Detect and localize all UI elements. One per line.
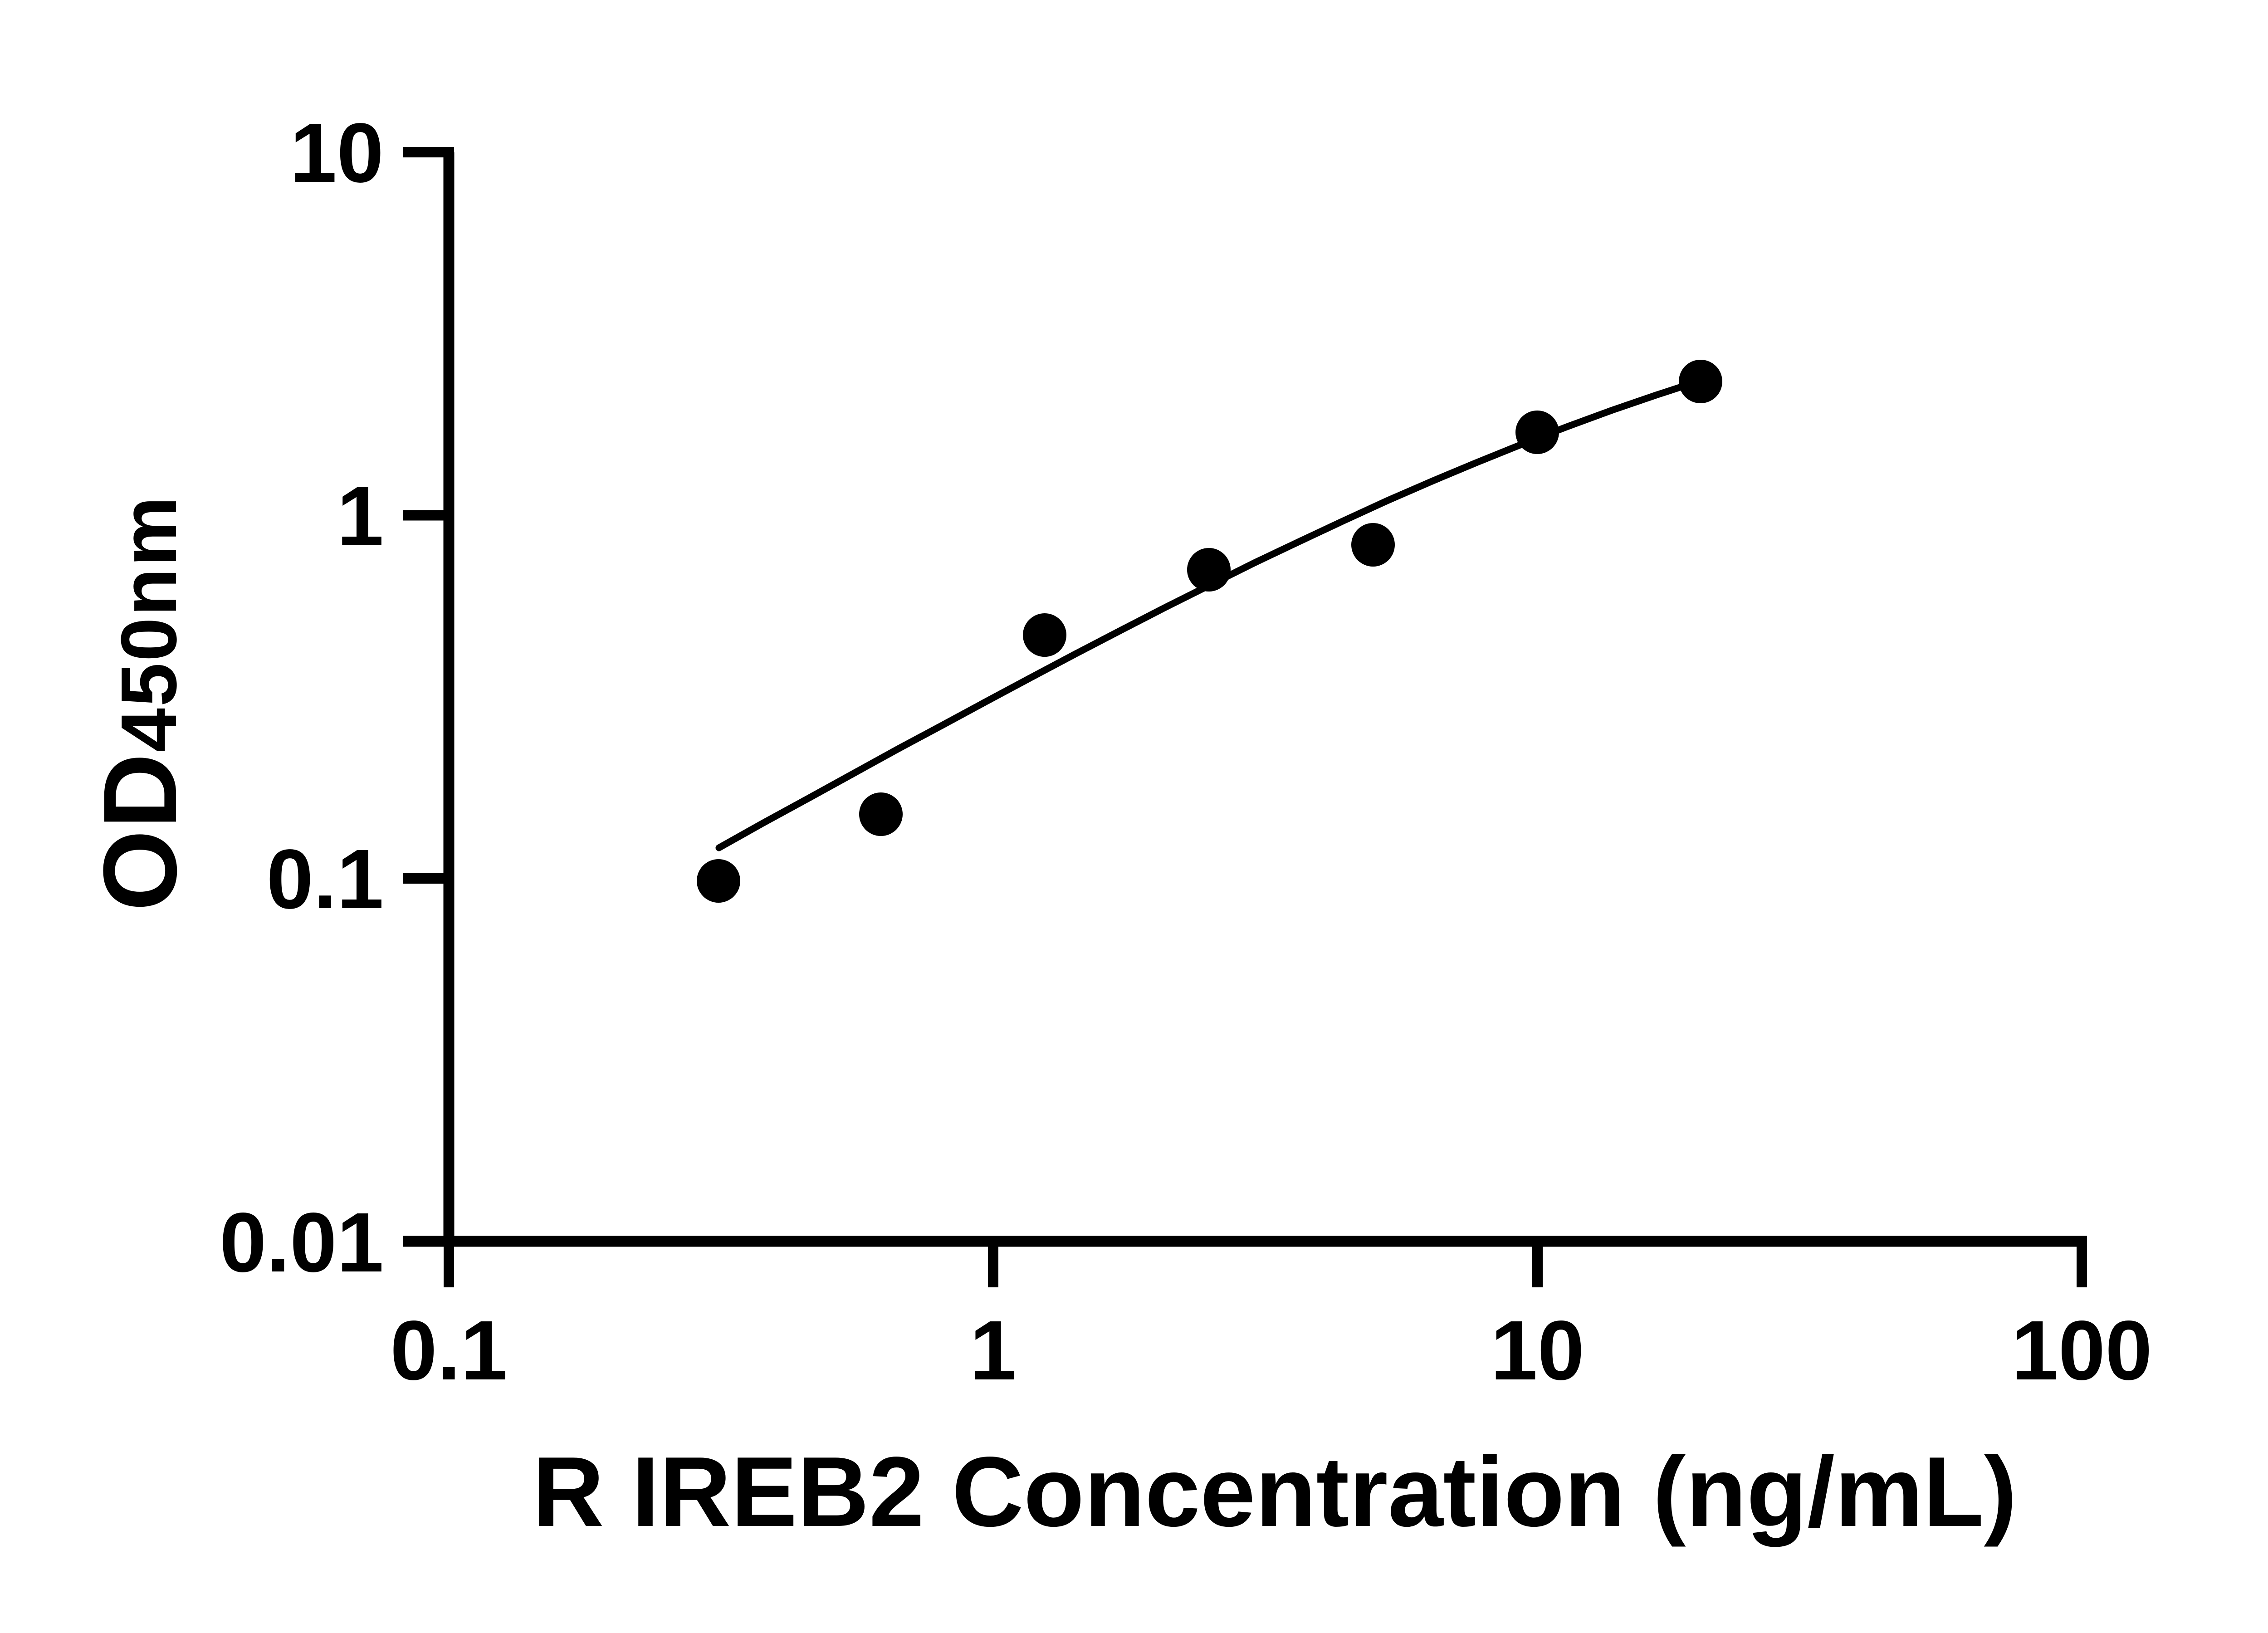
svg-text:R IREB2 Concentration (ng/mL): R IREB2 Concentration (ng/mL)	[533, 1437, 2017, 1547]
svg-text:0.1: 0.1	[390, 1304, 508, 1398]
svg-text:0.1: 0.1	[266, 832, 384, 926]
svg-text:OD450nm: OD450nm	[82, 495, 198, 911]
svg-text:1: 1	[970, 1304, 1017, 1398]
svg-text:0.01: 0.01	[220, 1196, 384, 1290]
svg-text:10: 10	[290, 106, 384, 200]
svg-text:100: 100	[2011, 1304, 2152, 1398]
svg-text:10: 10	[1491, 1304, 1584, 1398]
svg-text:1: 1	[337, 469, 384, 563]
